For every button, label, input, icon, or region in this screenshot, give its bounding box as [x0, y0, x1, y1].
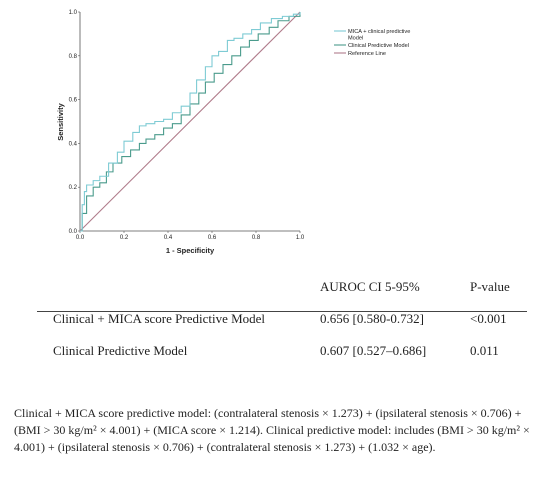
- x-tick-label: 0.8: [252, 235, 261, 241]
- series-layer: [79, 11, 301, 232]
- legend-label: Reference Line: [348, 51, 386, 57]
- legend-label: Clinical Predictive Model: [348, 43, 409, 49]
- series-line-reference-line: [79, 11, 301, 232]
- y-tick-label: 0.2: [69, 185, 78, 191]
- row-2-p-value: 0.011: [470, 343, 499, 358]
- series-line-clinical-predictive-model: [80, 12, 301, 232]
- plot-area: [79, 12, 300, 232]
- y-tick-label: 0.6: [69, 98, 78, 104]
- row-1-auroc: 0.656 [0.580-0.732]: [320, 311, 424, 326]
- x-axis-title: 1 - Specificity: [166, 246, 215, 255]
- x-tick-label: 0.2: [120, 235, 129, 241]
- x-tick-label: 1.0: [296, 235, 305, 241]
- auroc-column-header: AUROC CI 5-95%: [320, 279, 420, 294]
- y-tick-label: 1.0: [69, 10, 78, 16]
- tick-layer: 0.0 0.2 0.4 0.6 0.8 1.0 0.0 0.2 0.4 0.6 0.8 1.0: [69, 10, 305, 241]
- chart-legend: MICA + clinical predictive ModelClinical …: [334, 29, 410, 57]
- x-tick-label: 0.4: [164, 235, 173, 241]
- row-2-auroc: 0.607 [0.527–0.686]: [320, 343, 427, 358]
- y-tick-label: 0.4: [69, 141, 78, 147]
- y-tick-label: 0.8: [69, 54, 78, 60]
- p-value-column-header: P-value: [470, 279, 510, 294]
- legend-label: MICA + clinical predictive Model: [348, 29, 410, 42]
- row-1-model: Clinical + MICA score Predictive Model: [53, 311, 266, 326]
- table-header-rule: [37, 311, 527, 312]
- y-axis-title: Sensitivity: [56, 102, 65, 140]
- y-tick-label: 0.0: [69, 229, 78, 235]
- x-tick-label: 0.6: [208, 235, 217, 241]
- roc-chart: 0.0 0.2 0.4 0.6 0.8 1.0 0.0 0.2 0.4 0.6 0.8 1.0 1 -…: [56, 10, 410, 255]
- series-line-mica-clinical-predictive-model: [80, 12, 301, 232]
- x-tick-label: 0.0: [76, 235, 85, 241]
- row-1-p-value: <0.001: [470, 311, 507, 326]
- row-2-model: Clinical Predictive Model: [53, 343, 188, 358]
- table-footnote: Clinical + MICA score predictive model: …: [14, 406, 530, 454]
